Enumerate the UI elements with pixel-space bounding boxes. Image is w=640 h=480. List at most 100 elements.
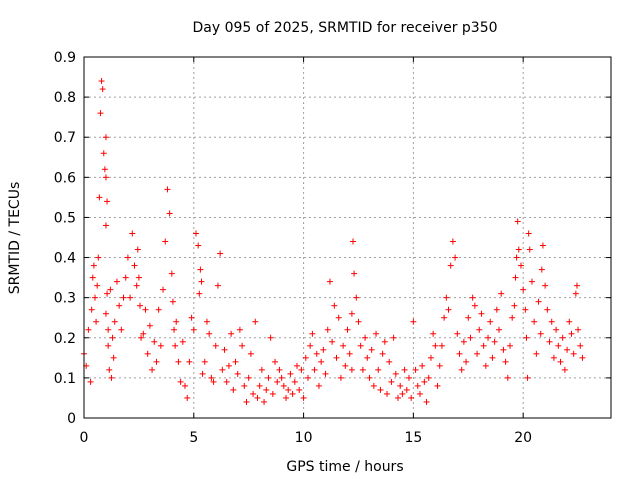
data-point xyxy=(348,310,355,317)
data-point xyxy=(182,382,189,389)
data-point xyxy=(489,354,496,361)
data-point xyxy=(172,342,179,349)
data-point xyxy=(533,350,540,357)
data-point xyxy=(162,238,169,245)
data-point xyxy=(101,166,108,173)
data-point xyxy=(164,186,171,193)
data-point xyxy=(454,330,461,337)
data-point xyxy=(102,134,109,141)
x-axis-label: GPS time / hours xyxy=(286,459,403,475)
data-point xyxy=(272,358,279,365)
data-point xyxy=(94,282,101,289)
data-point xyxy=(131,262,138,269)
data-point xyxy=(300,394,307,401)
data-point xyxy=(491,338,498,345)
data-point xyxy=(208,374,215,381)
data-point xyxy=(458,366,465,373)
data-point xyxy=(434,382,441,389)
data-point xyxy=(500,346,507,353)
data-point xyxy=(283,394,290,401)
data-point xyxy=(111,318,118,325)
x-tick-labels: 0 5 10 15 20 xyxy=(80,430,533,446)
data-point xyxy=(234,370,241,377)
data-point xyxy=(410,318,417,325)
data-point xyxy=(93,318,100,325)
data-point xyxy=(97,110,104,117)
data-point xyxy=(550,354,557,361)
data-point xyxy=(337,374,344,381)
data-point xyxy=(99,86,106,93)
data-point xyxy=(120,294,127,301)
data-point xyxy=(175,358,182,365)
data-point xyxy=(199,370,206,377)
data-point xyxy=(135,274,142,281)
data-point xyxy=(373,330,380,337)
data-point xyxy=(87,378,94,385)
data-point xyxy=(280,382,287,389)
data-point xyxy=(573,282,580,289)
data-point xyxy=(136,302,143,309)
data-point xyxy=(370,382,377,389)
data-point xyxy=(474,350,481,357)
data-point xyxy=(349,238,356,245)
data-point xyxy=(452,254,459,261)
data-point xyxy=(528,278,535,285)
data-point xyxy=(449,238,456,245)
data-point xyxy=(401,366,408,373)
data-point xyxy=(480,342,487,349)
data-point xyxy=(465,314,472,321)
data-point xyxy=(364,354,371,361)
data-point xyxy=(546,338,553,345)
data-point xyxy=(375,366,382,373)
data-point xyxy=(129,230,136,237)
data-point xyxy=(548,318,555,325)
data-point xyxy=(362,334,369,341)
data-point xyxy=(106,366,113,373)
data-point xyxy=(100,150,107,157)
data-point xyxy=(113,278,120,285)
y-tick-label: 0.7 xyxy=(54,130,76,146)
data-point xyxy=(228,330,235,337)
data-point xyxy=(250,390,257,397)
data-point xyxy=(89,274,96,281)
data-point xyxy=(196,290,203,297)
y-tick-label: 0.2 xyxy=(54,331,76,347)
data-point xyxy=(487,318,494,325)
data-point xyxy=(102,174,109,181)
data-point xyxy=(289,390,296,397)
data-point xyxy=(247,350,254,357)
data-point xyxy=(138,334,145,341)
data-point xyxy=(184,394,191,401)
data-point xyxy=(109,334,116,341)
x-tick-label: 0 xyxy=(80,430,89,446)
data-point xyxy=(206,330,213,337)
data-point xyxy=(368,346,375,353)
data-point xyxy=(579,354,586,361)
data-point xyxy=(104,290,111,297)
data-point xyxy=(392,370,399,377)
data-point xyxy=(173,318,180,325)
data-point xyxy=(198,278,205,285)
data-point xyxy=(357,342,364,349)
data-point xyxy=(102,222,109,229)
gridlines xyxy=(84,57,611,418)
data-point xyxy=(151,338,158,345)
data-point xyxy=(293,362,300,369)
x-tick-label: 5 xyxy=(189,430,198,446)
data-point xyxy=(105,326,112,333)
data-point xyxy=(223,378,230,385)
data-point xyxy=(467,334,474,341)
data-point xyxy=(133,282,140,289)
data-point xyxy=(441,314,448,321)
data-point xyxy=(342,362,349,369)
y-tick-label: 0.9 xyxy=(54,50,76,66)
data-point xyxy=(110,354,117,361)
data-point xyxy=(403,386,410,393)
data-point xyxy=(542,282,549,289)
data-point xyxy=(335,314,342,321)
data-point xyxy=(254,394,261,401)
data-point xyxy=(538,266,545,273)
data-point xyxy=(190,326,197,333)
data-point xyxy=(502,358,509,365)
